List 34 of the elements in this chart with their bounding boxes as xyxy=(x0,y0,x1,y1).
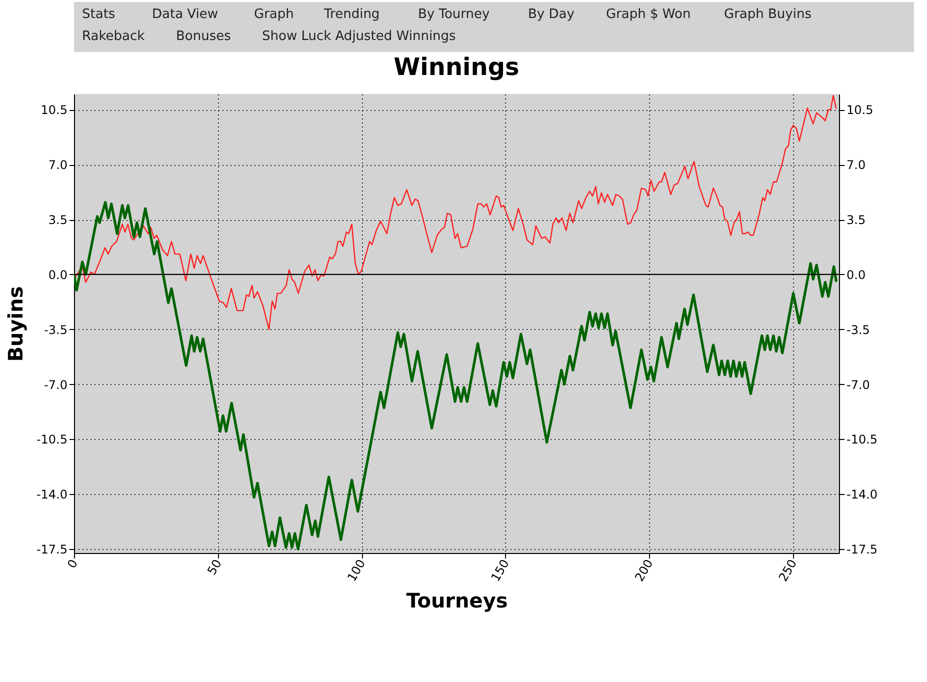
y2-tick-label: -10.5 xyxy=(846,432,878,447)
text: By Tourney xyxy=(418,7,490,22)
y-tick-label: -17.5 xyxy=(36,542,68,557)
text: Stats xyxy=(82,7,116,22)
y-tick-label: 3.5 xyxy=(48,213,68,228)
y-tick-label: 7.0 xyxy=(48,158,68,172)
y2-tick-label: -7.0 xyxy=(846,378,870,392)
text: Graph xyxy=(254,7,294,22)
y2-tick-label: -3.5 xyxy=(846,322,870,337)
y2-tick-label: 0.0 xyxy=(846,268,866,282)
y2-tick-label: -14.0 xyxy=(846,488,878,502)
x-tick-label: 50 xyxy=(204,557,224,578)
text: Data View xyxy=(152,7,218,22)
y-tick-label: -10.5 xyxy=(36,432,68,447)
y-tick-label: 10.5 xyxy=(40,103,68,118)
y2-tick-label: -17.5 xyxy=(846,542,878,557)
y2-tick-label: 3.5 xyxy=(846,213,866,228)
y-tick-label: -14.0 xyxy=(36,488,68,502)
chart-title: Winnings xyxy=(394,53,520,81)
x-axis-title: Tourneys xyxy=(406,588,508,612)
text: Trending xyxy=(323,7,380,22)
y-tick-label: -7.0 xyxy=(44,378,68,392)
y2-tick-label: 10.5 xyxy=(846,103,874,118)
text: Graph Buyins xyxy=(724,7,812,22)
text: By Day xyxy=(528,7,575,22)
x-tick-label: 0 xyxy=(64,557,81,571)
y-axis-title: Buyins xyxy=(3,286,28,362)
text: Graph $ Won xyxy=(606,7,691,22)
y2-tick-label: 7.0 xyxy=(846,158,866,172)
text: Rakeback xyxy=(82,29,146,44)
y-tick-label: 0.0 xyxy=(48,268,68,282)
text: Show Luck Adjusted Winnings xyxy=(262,29,456,44)
text: Bonuses xyxy=(176,29,232,44)
y-tick-label: -3.5 xyxy=(44,322,68,337)
